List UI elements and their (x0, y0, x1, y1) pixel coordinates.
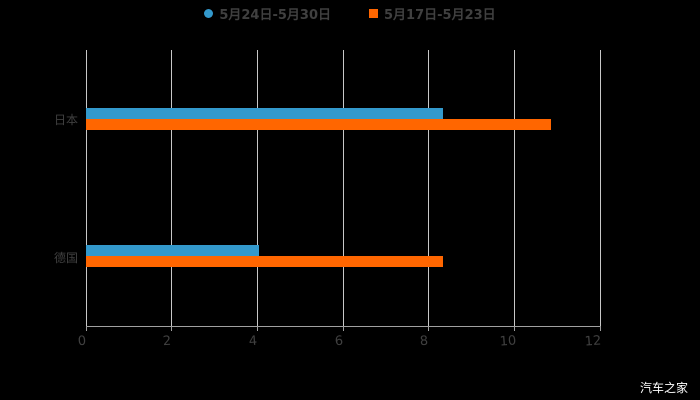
gridline (514, 50, 515, 326)
x-tick-label: 4 (248, 333, 258, 350)
legend-item-series1[interactable]: 5月17日-5月23日 (369, 4, 496, 23)
x-tick (86, 326, 87, 331)
bar-japan-series1[interactable] (86, 119, 551, 130)
x-tick (428, 326, 429, 331)
gridline (86, 50, 87, 326)
category-label-japan: 日本 (53, 113, 78, 127)
watermark: 汽车之家 (639, 381, 688, 395)
bar-japan-series0[interactable] (86, 108, 443, 119)
legend-swatch-orange-icon (369, 9, 378, 18)
x-tick-label: 2 (162, 333, 172, 350)
bar-germany-series1[interactable] (86, 256, 443, 267)
x-tick-label: 12 (584, 333, 602, 350)
plot-area (86, 50, 601, 326)
gridline (343, 50, 344, 326)
x-tick (171, 326, 172, 331)
x-tick-label: 10 (499, 333, 517, 350)
x-tick (343, 326, 344, 331)
x-tick (257, 326, 258, 331)
gridline (257, 50, 258, 326)
legend-item-series0[interactable]: 5月24日-5月30日 (204, 4, 331, 23)
bar-germany-series0[interactable] (86, 245, 259, 256)
chart-legend: 5月24日-5月30日 5月17日-5月23日 (0, 4, 700, 23)
x-tick-label: 0 (77, 333, 87, 350)
legend-label: 5月17日-5月23日 (384, 8, 496, 23)
x-tick-label: 8 (419, 333, 429, 350)
gridline (428, 50, 429, 326)
x-tick (600, 326, 601, 331)
x-tick (514, 326, 515, 331)
legend-swatch-blue-icon (204, 9, 214, 18)
legend-label: 5月24日-5月30日 (219, 8, 331, 23)
gridline (600, 50, 601, 326)
x-tick-label: 6 (334, 333, 344, 350)
gridline (171, 50, 172, 326)
category-label-germany: 德国 (53, 251, 78, 265)
